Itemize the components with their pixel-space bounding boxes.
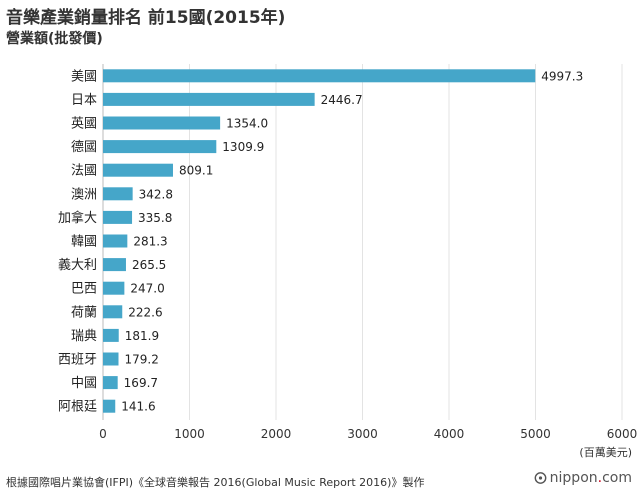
category-label: 巴西 <box>71 282 97 297</box>
bubble-icon <box>534 471 547 484</box>
bar <box>103 187 133 201</box>
bar <box>103 281 125 295</box>
x-tick-label: 2000 <box>261 427 292 441</box>
bar <box>103 92 315 106</box>
value-label: 342.8 <box>139 187 173 201</box>
value-label: 141.6 <box>121 400 155 414</box>
x-tick-label: 6000 <box>607 427 638 441</box>
x-tick-label: 3000 <box>347 427 378 441</box>
category-label: 瑞典 <box>71 329 97 344</box>
value-label: 335.8 <box>138 211 172 225</box>
category-label: 日本 <box>71 93 97 108</box>
value-label: 2446.7 <box>321 93 363 107</box>
x-tick-label: 5000 <box>520 427 551 441</box>
bar <box>103 258 126 272</box>
value-label: 169.7 <box>124 376 158 390</box>
bar <box>103 376 118 390</box>
category-label: 韓國 <box>71 235 97 250</box>
category-label: 加拿大 <box>58 210 97 226</box>
value-label: 281.3 <box>133 235 167 249</box>
brand-name: nippon <box>549 470 598 486</box>
bar <box>103 234 128 248</box>
category-label: 德國 <box>71 140 97 155</box>
chart-title: 音樂產業銷量排名 前15國(2015年) <box>6 8 286 28</box>
bar <box>103 328 119 342</box>
value-label: 265.5 <box>132 258 166 272</box>
category-label: 荷蘭 <box>71 304 97 320</box>
value-label: 222.6 <box>128 305 162 319</box>
source-note: 根據國際唱片業協會(IFPI)《全球音樂報告 2016(Global Music… <box>6 476 425 489</box>
chart-subtitle: 營業額(批發價) <box>6 31 103 47</box>
brand-dot: . <box>597 470 603 486</box>
bar <box>103 69 536 83</box>
bar <box>103 163 173 177</box>
bar <box>103 399 116 413</box>
bar <box>103 140 217 154</box>
x-tick-label: 0 <box>99 427 107 441</box>
unit-label: (百萬美元) <box>579 446 632 459</box>
value-label: 179.2 <box>125 353 159 367</box>
value-label: 181.9 <box>125 329 159 343</box>
bar <box>103 305 123 319</box>
category-label: 中國 <box>71 376 97 391</box>
category-label: 西班牙 <box>58 353 97 368</box>
x-tick-label: 1000 <box>174 427 205 441</box>
category-label: 英國 <box>71 117 97 132</box>
bar <box>103 352 119 366</box>
brand-suffix: com <box>602 470 632 486</box>
category-label: 阿根廷 <box>58 400 97 415</box>
x-tick-label: 4000 <box>434 427 465 441</box>
value-label: 1309.9 <box>222 140 264 154</box>
value-label: 247.0 <box>130 282 164 296</box>
category-label: 法國 <box>71 164 97 179</box>
category-label: 美國 <box>71 69 97 84</box>
value-label: 1354.0 <box>226 117 268 131</box>
value-label: 809.1 <box>179 164 213 178</box>
category-label: 澳洲 <box>71 186 97 202</box>
bar <box>103 210 133 224</box>
brand-logo: nippon. com <box>534 470 632 486</box>
bar <box>103 116 221 130</box>
value-label: 4997.3 <box>541 69 583 83</box>
category-label: 義大利 <box>58 257 97 273</box>
